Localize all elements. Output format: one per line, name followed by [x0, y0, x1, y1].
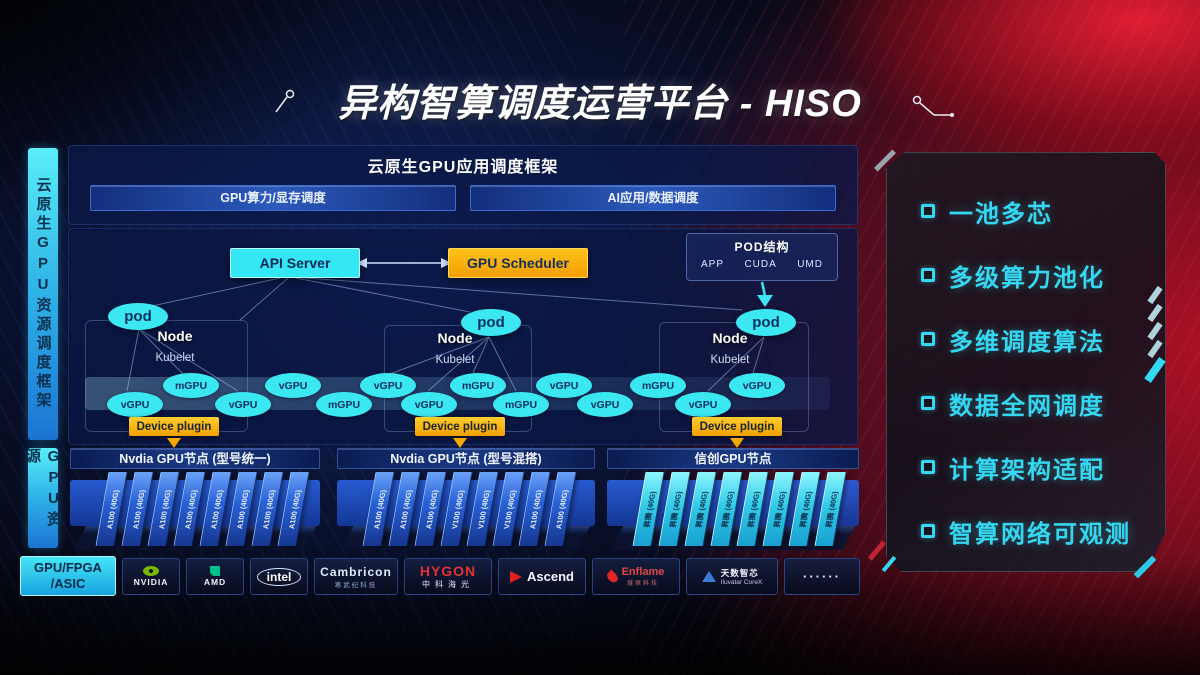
vendor-tile-cambricon: Cambricon 寒武纪科技: [314, 558, 398, 595]
gpu-cards-row: A100 (40G) A100 (40G) A100 (40G) A100 (4…: [95, 472, 310, 546]
vendor-tile-iluvatar: 天数智芯 Iluvatar CoreX: [686, 558, 778, 595]
gpu-scheduler-box: GPU Scheduler: [448, 248, 588, 278]
framework-title: 云原生GPU应用调度框架: [367, 159, 559, 176]
feature-item: 智算网络可观测: [921, 513, 1165, 549]
feature-label: 数据全网调度: [949, 392, 1105, 420]
kubelet-label-1: Kubelet: [155, 352, 195, 364]
square-bullet-icon: [921, 268, 935, 282]
pod-structure-title: POD结构: [734, 240, 790, 254]
feature-label: 计算架构适配: [949, 456, 1105, 484]
vendor-name: Cambricon: [320, 564, 392, 579]
gpu-cards-row: 昇腾 (40G) 昇腾 (40G) 昇腾 (40G) 昇腾 (40G) 昇腾 (…: [632, 472, 847, 546]
pod-structure-box: POD结构 APP CUDA UMD: [686, 233, 838, 281]
gpu-group-domestic: 信创GPU节点 昇腾 (40G) 昇腾 (40G) 昇腾 (40G) 昇腾 (4…: [607, 448, 859, 556]
panel-corner-accent: [868, 540, 886, 561]
pod-item-cuda: CUDA: [744, 259, 777, 270]
vendor-subname: 寒武纪科技: [334, 581, 378, 589]
vendor-name: AMD: [203, 577, 227, 587]
sidebar-label-gpu-resources: GPU资源: [24, 448, 62, 548]
vendor-tile-more: ······: [784, 558, 860, 595]
amd-arrow-icon: [210, 566, 220, 576]
square-bullet-icon: [921, 460, 935, 474]
feature-item: 一池多芯: [921, 193, 1165, 229]
framework-bar-ai-scheduling: AI应用/数据调度: [470, 185, 836, 211]
feature-item: 计算架构适配: [921, 449, 1165, 485]
pod-item-app: APP: [701, 259, 725, 270]
feature-label: 一池多芯: [949, 200, 1053, 228]
vendor-name: 天数智芯: [720, 568, 759, 578]
flame-icon: [604, 569, 620, 584]
vendor-subname: Iluvatar CoreX: [720, 579, 763, 586]
chip-types-box: GPU/FPGA /ASIC: [20, 556, 116, 596]
down-arrow-icon: [730, 438, 744, 448]
gpu-group-title: Nvdia GPU节点 (型号混搭): [337, 448, 595, 469]
vendor-subname: 燧原科技: [626, 581, 659, 587]
pod-ellipse-3: pod: [736, 309, 796, 336]
sidebar-label-scheduling-framework: 云原生GPU资源调度框架: [28, 148, 58, 440]
gpu-group-uniform: Nvdia GPU节点 (型号统一) A100 (40G) A100 (40G)…: [70, 448, 320, 556]
features-panel: 一池多芯 多级算力池化 多维调度算法 数据全网调度 计算架构适配: [886, 152, 1166, 572]
sidebar-label-bottom-text: GPU资源: [24, 448, 62, 530]
vendor-name: NVIDIA: [133, 577, 169, 587]
down-arrow-icon: [167, 438, 181, 448]
pod-item-umd: UMD: [797, 259, 823, 270]
square-bullet-icon: [921, 396, 935, 410]
vendor-subname: 中科海光: [422, 580, 474, 589]
intel-ellipse-logo: intel: [256, 567, 302, 586]
page-title: 异构智算调度运营平台 - HISO: [338, 83, 862, 125]
gpu-cards-row: A100 (40G) A100 (40G) A100 (40G) V100 (4…: [362, 472, 577, 546]
kubelet-label-2: Kubelet: [435, 354, 475, 366]
sidebar-label-top-text: 云原生GPU资源调度框架: [34, 177, 52, 411]
chip-types-line2: /ASIC: [50, 576, 86, 591]
gpu-group-title: 信创GPU节点: [607, 448, 859, 469]
vendor-tile-intel: intel: [250, 558, 308, 595]
node-label-1: Node: [157, 328, 193, 344]
vendor-name: Ascend: [527, 569, 574, 584]
feature-item: 多维调度算法: [921, 321, 1165, 357]
device-plugin-1: Device plugin: [129, 417, 219, 436]
vendor-tile-amd: AMD: [186, 558, 244, 595]
square-bullet-icon: [921, 204, 935, 218]
title-row: 异构智算调度运营平台 - HISO: [0, 72, 1200, 127]
ascend-triangle-icon: [510, 570, 523, 583]
vendor-tile-ascend: Ascend: [498, 558, 586, 595]
square-bullet-icon: [921, 332, 935, 346]
feature-label: 智算网络可观测: [949, 520, 1131, 548]
vendor-tile-hygon: HYGON 中科海光: [404, 558, 492, 595]
feature-item: 数据全网调度: [921, 385, 1165, 421]
gpu-group-title: Nvdia GPU节点 (型号统一): [70, 448, 320, 469]
vendor-name: HYGON: [419, 563, 477, 579]
nvidia-eye-icon: [143, 566, 159, 576]
more-vendors-dots: ······: [803, 569, 841, 584]
chip-types-line1: GPU/FPGA: [34, 559, 102, 575]
kubelet-label-3: Kubelet: [710, 354, 750, 366]
feature-item: 多级算力池化: [921, 257, 1165, 293]
iluvatar-triangle-icon: [701, 571, 716, 582]
vendor-name: Enflame: [621, 566, 665, 578]
pod-structure-items: APP CUDA UMD: [687, 255, 837, 270]
gpu-group-mixed: Nvdia GPU节点 (型号混搭) A100 (40G) A100 (40G)…: [337, 448, 595, 556]
device-plugin-3: Device plugin: [692, 417, 782, 436]
pod-ellipse-1: pod: [108, 303, 168, 330]
device-plugin-2: Device plugin: [415, 417, 505, 436]
api-server-box: API Server: [230, 248, 360, 278]
feature-label: 多维调度算法: [949, 328, 1105, 356]
framework-bar-gpu-scheduling: GPU算力/显存调度: [90, 185, 456, 211]
pod-ellipse-2: pod: [461, 309, 521, 336]
down-arrow-icon: [453, 438, 467, 448]
vendor-tile-enflame: Enflame 燧原科技: [592, 558, 680, 595]
feature-label: 多级算力池化: [949, 264, 1105, 292]
vendor-tile-nvidia: NVIDIA: [122, 558, 180, 595]
square-bullet-icon: [921, 524, 935, 538]
